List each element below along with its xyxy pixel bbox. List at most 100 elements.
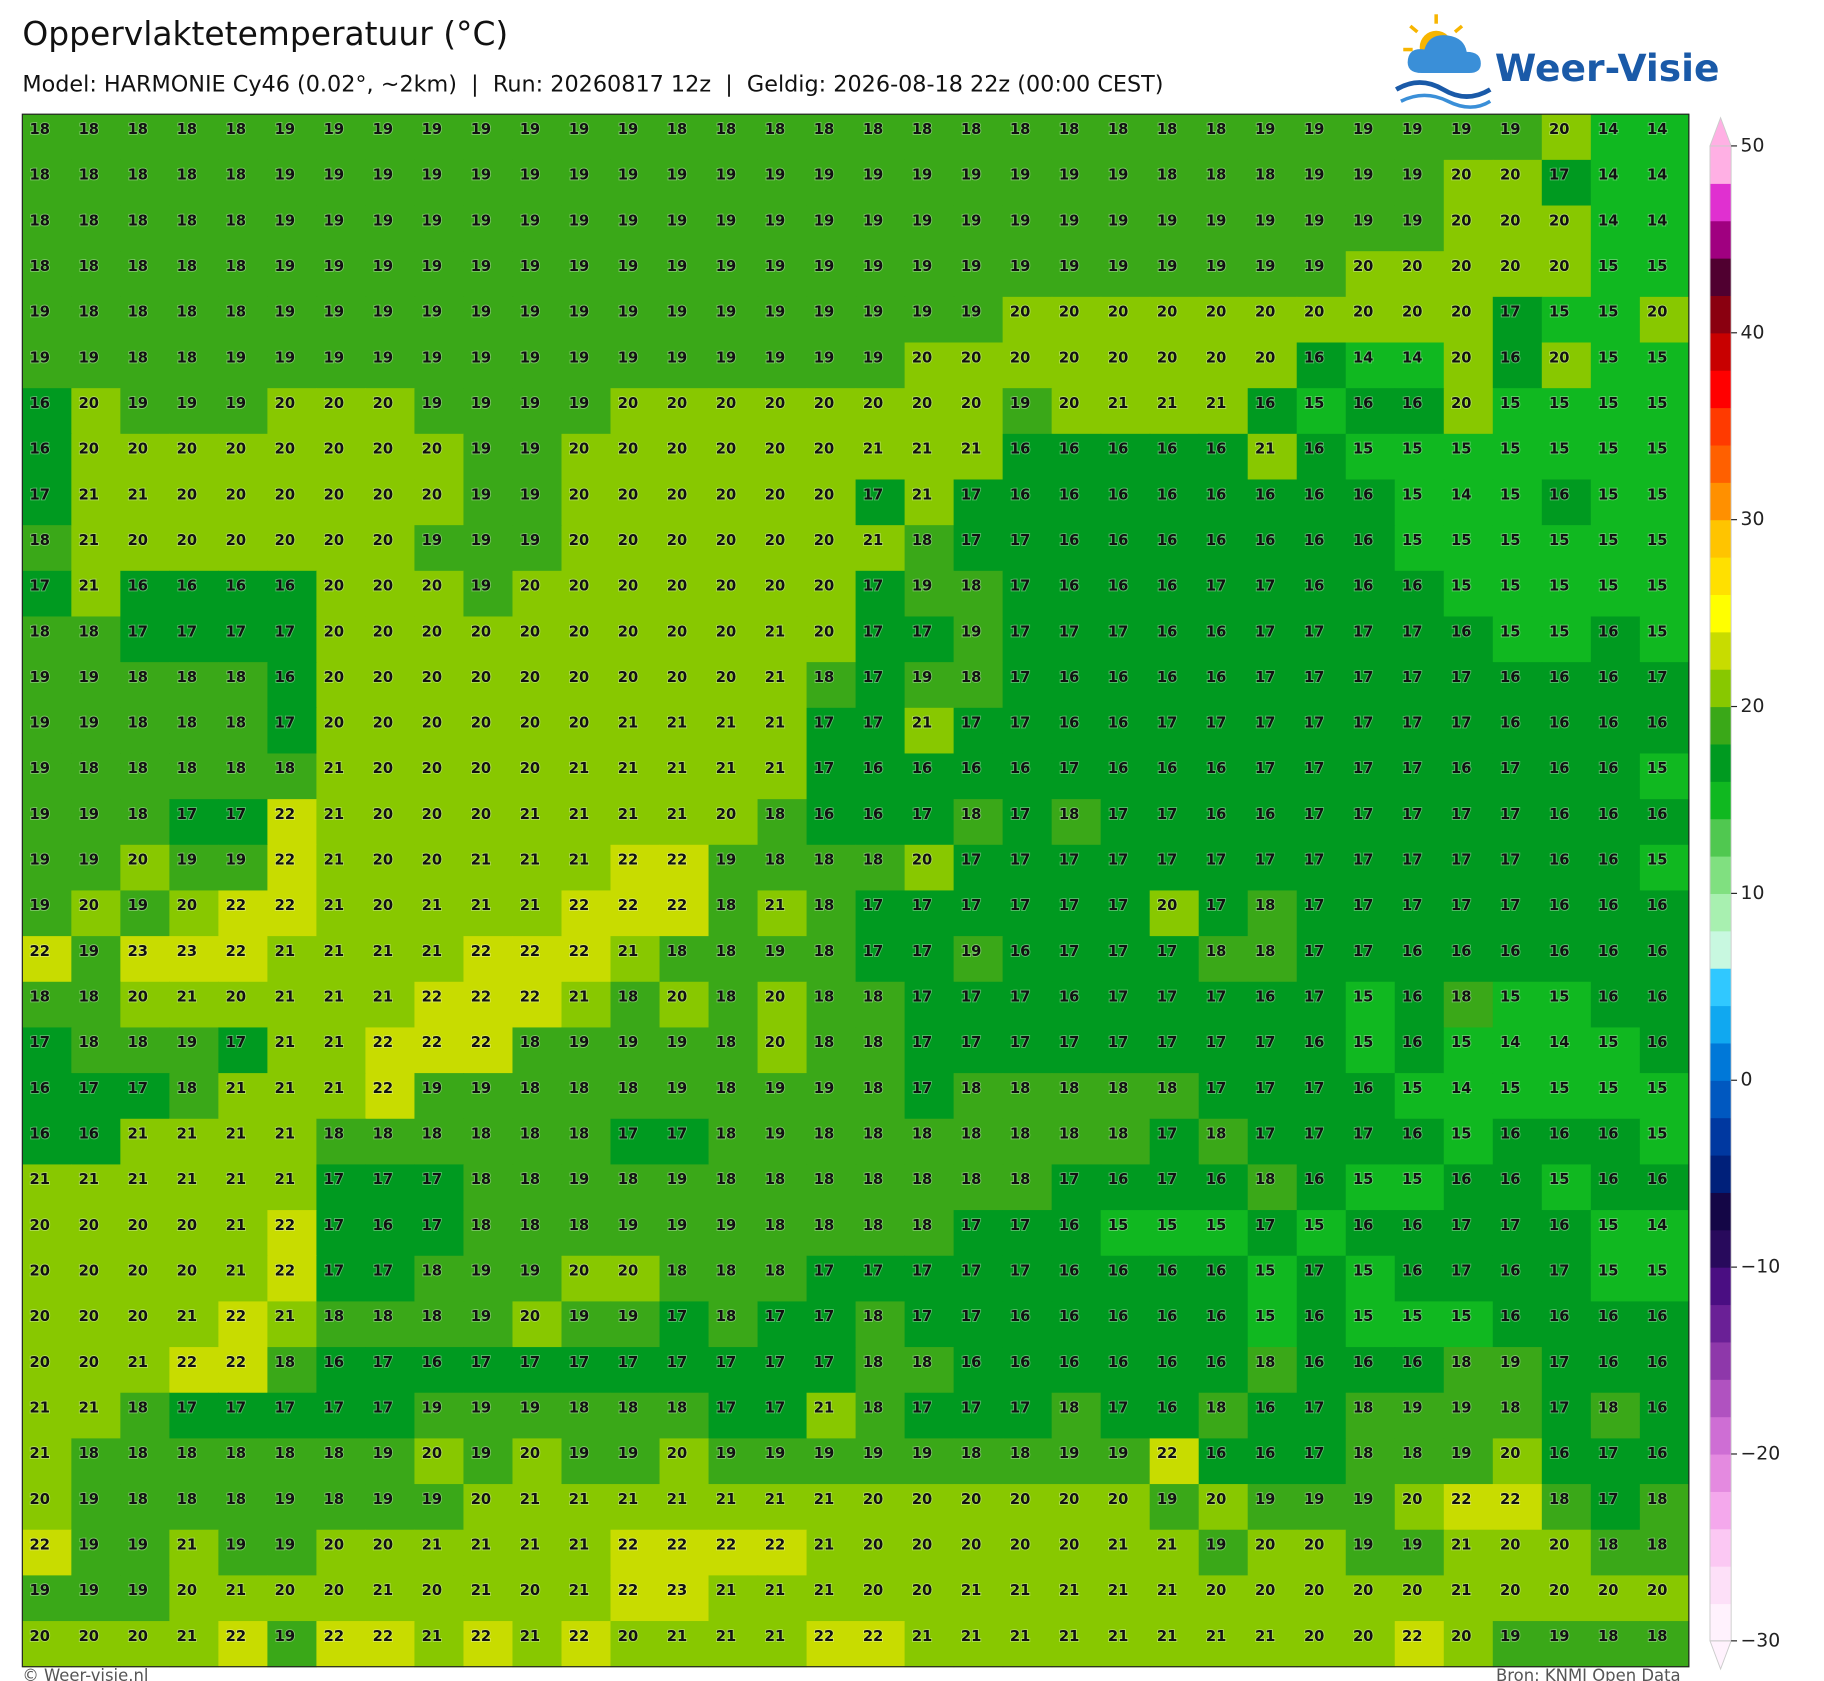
temperature-cell: [1051, 342, 1102, 389]
temperature-label: 17: [1206, 897, 1226, 914]
temperature-label: 18: [226, 121, 246, 138]
temperature-label: 21: [471, 1582, 491, 1599]
temperature-label: 17: [1500, 897, 1520, 914]
temperature-label: 18: [1059, 1126, 1079, 1143]
temperature-label: 20: [1451, 1628, 1471, 1645]
temperature-label: 20: [324, 486, 344, 503]
temperature-label: 20: [520, 1445, 540, 1462]
temperature-label: 22: [275, 1263, 295, 1280]
temperature-label: 18: [324, 1491, 344, 1508]
temperature-label: 19: [471, 532, 491, 549]
temperature-cell: [267, 388, 318, 435]
temperature-cell: [1296, 159, 1347, 207]
temperature-cell: [855, 388, 906, 435]
temperature-label: 15: [1402, 486, 1422, 503]
temperature-label: 18: [79, 760, 99, 777]
temperature-label: 20: [716, 441, 736, 458]
temperature-label: 21: [1157, 1582, 1177, 1599]
temperature-label: 17: [961, 1308, 981, 1325]
temperature-label: 17: [912, 1034, 932, 1051]
temperature-cell: [169, 799, 219, 846]
temperature-label: 16: [1598, 760, 1618, 777]
temperature-cell: [757, 844, 808, 892]
temperature-cell: [1247, 799, 1298, 846]
temperature-label: 19: [912, 1445, 932, 1462]
temperature-label: 17: [1353, 1126, 1373, 1143]
temperature-cell: [1639, 616, 1690, 663]
temperature-cell: [169, 479, 219, 526]
temperature-cell: [904, 753, 955, 800]
temperature-cell: [512, 890, 563, 937]
temperature-cell: [1639, 707, 1690, 755]
temperature-label: 20: [667, 1445, 687, 1462]
temperature-cell: [1198, 707, 1249, 755]
colorbar-swatch: [1710, 1491, 1732, 1530]
temperature-cell: [1541, 707, 1592, 755]
temperature-label: 22: [667, 1536, 687, 1553]
colorbar-swatch: [1710, 743, 1732, 782]
colorbar-swatch: [1710, 1005, 1732, 1044]
temperature-label: 21: [128, 1171, 148, 1188]
temperature-label: 21: [275, 943, 295, 960]
temperature-cell: [218, 479, 268, 526]
temperature-label: 20: [373, 578, 393, 595]
temperature-cell: [1345, 251, 1396, 298]
temperature-label: 15: [1255, 1308, 1275, 1325]
temperature-label: 19: [226, 852, 246, 869]
temperature-label: 18: [1255, 897, 1275, 914]
temperature-label: 20: [1549, 1582, 1569, 1599]
temperature-cell: [1590, 479, 1641, 526]
temperature-label: 17: [1500, 852, 1520, 869]
temperature-cell: [904, 799, 955, 846]
temperature-label: 17: [1059, 943, 1079, 960]
temperature-label: 17: [569, 1354, 589, 1371]
temperature-label: 18: [177, 1491, 197, 1508]
temperature-label: 18: [128, 304, 148, 321]
temperature-label: 15: [1549, 989, 1569, 1006]
temperature-cell: [561, 753, 612, 800]
temperature-label: 15: [1647, 760, 1667, 777]
temperature-cell: [904, 251, 955, 298]
temperature-label: 20: [373, 852, 393, 869]
temperature-label: 19: [30, 349, 50, 366]
temperature-label: 16: [1598, 897, 1618, 914]
temperature-cell: [953, 799, 1004, 846]
temperature-label: 20: [373, 532, 393, 549]
temperature-cell: [218, 342, 268, 389]
temperature-cell: [1541, 296, 1592, 344]
temperature-cell: [757, 707, 808, 755]
temperature-label: 16: [1010, 441, 1030, 458]
temperature-cell: [463, 525, 514, 572]
temperature-label: 17: [1059, 623, 1079, 640]
temperature-cell: [1394, 296, 1445, 344]
temperature-label: 17: [1206, 578, 1226, 595]
temperature-label: 16: [863, 806, 883, 823]
logo-text: Weer-Visie: [1495, 46, 1720, 90]
temperature-cell: [22, 890, 72, 937]
temperature-label: 21: [765, 1628, 785, 1645]
temperature-label: 20: [177, 1263, 197, 1280]
temperature-label: 17: [1451, 806, 1471, 823]
temperature-cell: [1394, 799, 1445, 846]
temperature-cell: [659, 525, 710, 572]
temperature-label: 21: [471, 897, 491, 914]
temperature-label: 21: [275, 1308, 295, 1325]
temperature-label: 17: [1157, 806, 1177, 823]
temperature-label: 19: [373, 167, 393, 184]
temperature-cell: [71, 296, 121, 344]
temperature-label: 17: [1402, 715, 1422, 732]
temperature-label: 19: [1010, 258, 1030, 275]
temperature-cell: [855, 205, 906, 252]
temperature-label: 16: [1255, 989, 1275, 1006]
temperature-cell: [169, 159, 219, 207]
temperature-label: 17: [1304, 1445, 1324, 1462]
temperature-label: 16: [1157, 1354, 1177, 1371]
temperature-cell: [561, 525, 612, 572]
temperature-label: 22: [569, 897, 589, 914]
temperature-label: 17: [1206, 1080, 1226, 1097]
temperature-cell: [1541, 205, 1592, 252]
temperature-label: 17: [1500, 304, 1520, 321]
temperature-label: 16: [1108, 1354, 1128, 1371]
temperature-label: 18: [814, 669, 834, 686]
temperature-label: 17: [1451, 715, 1471, 732]
